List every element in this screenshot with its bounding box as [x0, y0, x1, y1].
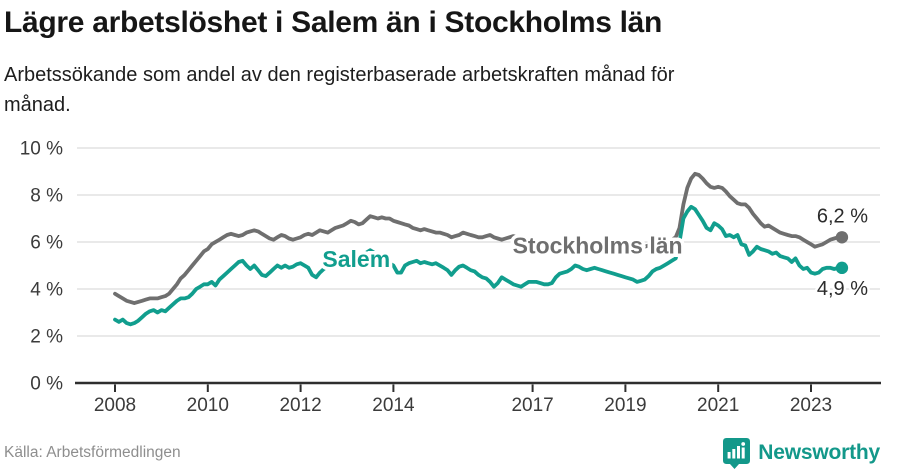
- x-tick-label: 2010: [187, 395, 229, 416]
- source-note: Källa: Arbetsförmedlingen: [4, 444, 181, 461]
- y-tick-label: 6 %: [30, 233, 63, 254]
- y-tick-label: 10 %: [20, 139, 63, 160]
- series-label-stockholm: Stockholms län: [513, 233, 683, 259]
- chart-subtitle: Arbetssökande som andel av den registerb…: [4, 60, 674, 120]
- y-tick-label: 8 %: [30, 186, 63, 207]
- x-tick-label: 2017: [511, 395, 553, 416]
- x-tick-label: 2021: [697, 395, 739, 416]
- chart-subtitle-line1: Arbetssökande som andel av den registerb…: [4, 64, 675, 86]
- end-value-label-stockholm: 6,2 %: [817, 205, 868, 227]
- x-tick-label: 2023: [790, 395, 832, 416]
- x-tick-label: 2014: [372, 395, 415, 416]
- x-tick-label: 2012: [279, 395, 321, 416]
- newsworthy-logo: Newsworthy: [723, 438, 880, 469]
- y-tick-label: 0 %: [30, 374, 63, 395]
- y-tick-label: 2 %: [30, 327, 63, 348]
- x-tick-label: 2019: [604, 395, 646, 416]
- newsworthy-icon: [723, 438, 751, 469]
- line-chart: 10 % 8 % 6 % 4 % 2 % 0 % 2008 2010 2012 2014 2017 2…: [20, 139, 881, 416]
- x-tick-label: 2008: [94, 395, 136, 416]
- chart-subtitle-line2: månad.: [4, 94, 71, 116]
- end-value-label-salem: 4,9 %: [817, 278, 868, 300]
- series-end-dot-stockholm: [835, 231, 849, 244]
- y-tick-label: 4 %: [30, 280, 63, 301]
- series-line-stockholm: [113, 171, 844, 306]
- newsworthy-wordmark: Newsworthy: [758, 441, 880, 464]
- series-end-dot-salem: [835, 261, 849, 275]
- series-label-salem: Salem: [322, 246, 390, 272]
- series-line-salem: [113, 204, 844, 327]
- chart-title: Lägre arbetslöshet i Salem än i Stockhol…: [4, 6, 663, 39]
